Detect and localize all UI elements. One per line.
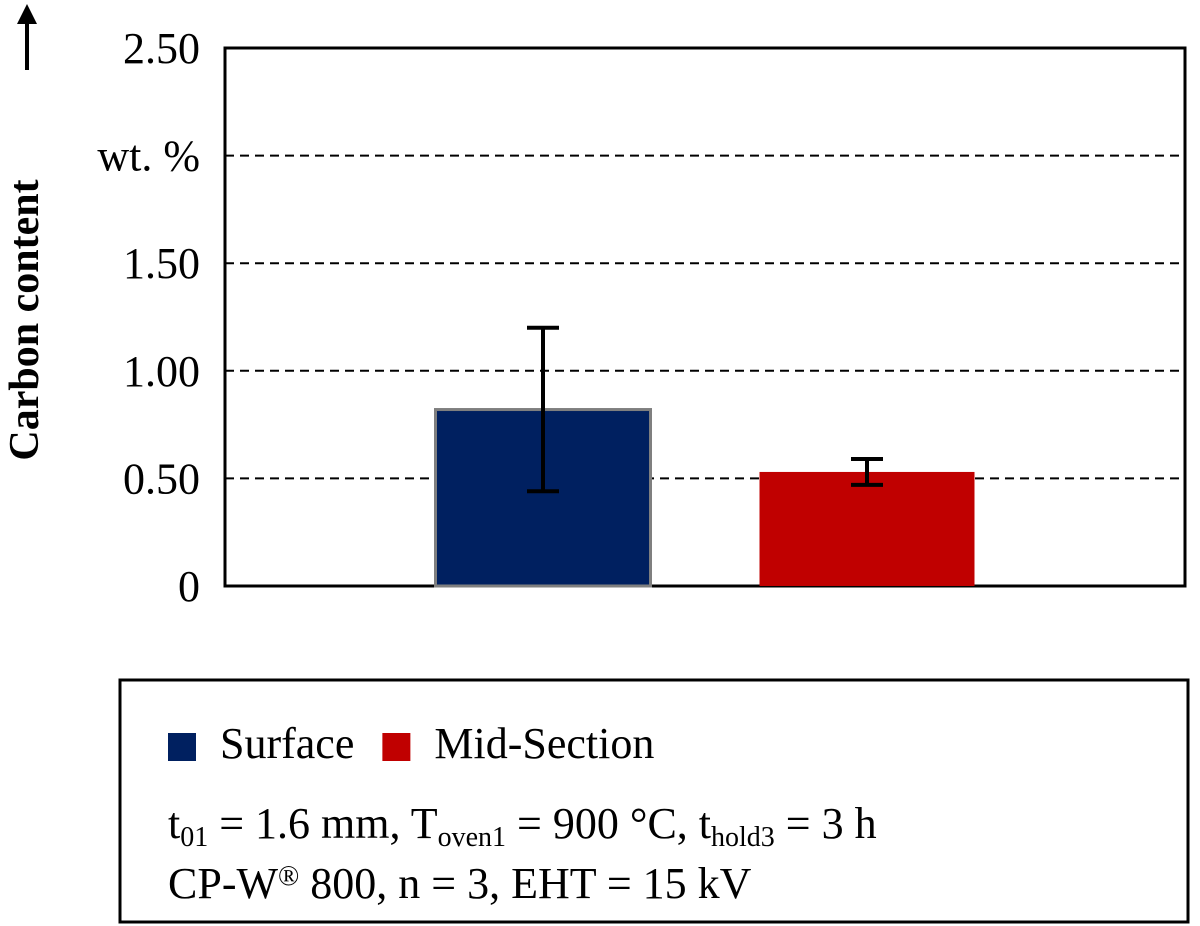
note-part: CP-W — [168, 859, 278, 908]
note-part: 01 — [180, 822, 208, 853]
legend-label: Mid-Section — [434, 719, 654, 768]
plot-border — [223, 46, 1187, 588]
y-tick-label: 2.50 — [123, 24, 200, 73]
legend-box — [118, 678, 1190, 924]
y-tick-label: wt. % — [97, 132, 200, 181]
note-part: ® — [278, 861, 299, 892]
legend-swatch — [168, 733, 196, 761]
y-tick-label: 0.50 — [123, 454, 200, 503]
note-part: 800, n = 3, EHT = 15 kV — [299, 859, 751, 908]
axis-arrow-head — [17, 4, 37, 24]
note-part: = 1.6 mm, T — [208, 799, 437, 848]
bar — [759, 471, 975, 586]
y-tick-label: 1.00 — [123, 347, 200, 396]
note-part: hold3 — [711, 822, 775, 853]
note-part: oven1 — [438, 822, 506, 853]
note: t01 = 1.6 mm, Toven1 = 900 °C, thold3 = … — [168, 799, 877, 853]
note: CP-W® 800, n = 3, EHT = 15 kV — [168, 859, 752, 908]
legend-swatch — [382, 733, 411, 761]
y-tick-label: 1.50 — [123, 239, 200, 288]
y-tick-label: 0 — [178, 562, 200, 611]
y-axis-label: Carbon content — [2, 179, 48, 460]
note-part: t — [168, 799, 180, 848]
note-part: = 3 h — [775, 799, 877, 848]
legend-label: Surface — [220, 719, 354, 768]
note-part: = 900 °C, t — [506, 799, 711, 848]
